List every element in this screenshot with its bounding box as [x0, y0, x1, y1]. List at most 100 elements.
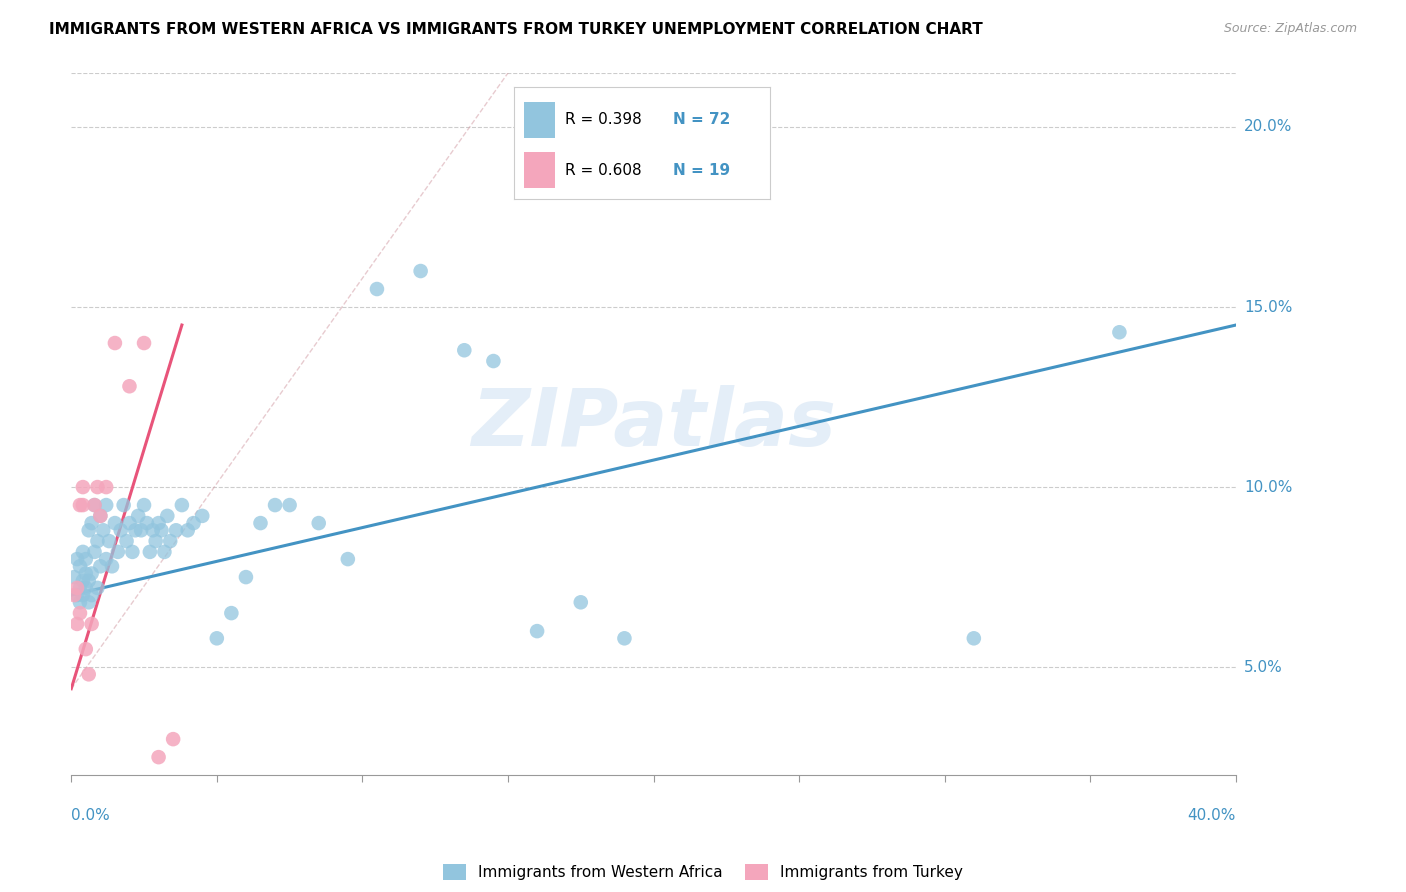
Point — [101, 559, 124, 574]
Text: Source: ZipAtlas.com: Source: ZipAtlas.com — [1223, 22, 1357, 36]
Point — [75, 642, 97, 657]
Point — [129, 523, 152, 537]
Point — [77, 595, 100, 609]
Point — [453, 343, 475, 358]
Point — [672, 174, 695, 188]
Point — [308, 516, 330, 530]
Point — [235, 570, 257, 584]
Point — [86, 581, 108, 595]
Point — [66, 581, 89, 595]
Point — [72, 545, 94, 559]
Point — [104, 516, 127, 530]
Point — [66, 552, 89, 566]
Point — [118, 379, 141, 393]
Point — [264, 498, 287, 512]
Point — [75, 581, 97, 595]
Text: 5.0%: 5.0% — [1244, 659, 1282, 674]
Point — [121, 545, 143, 559]
Point — [336, 552, 359, 566]
Point — [83, 498, 105, 512]
Point — [278, 498, 301, 512]
Point — [98, 534, 121, 549]
Point — [69, 498, 91, 512]
Point — [69, 606, 91, 620]
Point — [132, 498, 155, 512]
Point — [83, 545, 105, 559]
Point — [80, 516, 103, 530]
Point — [963, 632, 986, 646]
Point — [72, 574, 94, 588]
Point — [150, 523, 173, 537]
Point — [69, 595, 91, 609]
Text: ZIPatlas: ZIPatlas — [471, 385, 837, 463]
Point — [118, 516, 141, 530]
Point — [110, 523, 132, 537]
Point — [80, 566, 103, 581]
Point — [1108, 325, 1130, 339]
Point — [569, 595, 592, 609]
Point — [96, 498, 118, 512]
Point — [107, 545, 129, 559]
Point — [80, 616, 103, 631]
Point — [124, 523, 146, 537]
Point — [63, 588, 86, 602]
Point — [66, 588, 89, 602]
Point — [63, 570, 86, 584]
Point — [127, 508, 149, 523]
Point — [115, 534, 138, 549]
Point — [191, 508, 214, 523]
Point — [96, 552, 118, 566]
Point — [72, 498, 94, 512]
Point — [221, 606, 243, 620]
Text: 40.0%: 40.0% — [1188, 808, 1236, 823]
Point — [72, 588, 94, 602]
Legend: Immigrants from Western Africa, Immigrants from Turkey: Immigrants from Western Africa, Immigran… — [443, 864, 963, 880]
Point — [139, 545, 162, 559]
Point — [69, 581, 91, 595]
Point — [148, 750, 170, 764]
Point — [69, 559, 91, 574]
Point — [77, 667, 100, 681]
Point — [170, 498, 193, 512]
Point — [482, 354, 505, 368]
Point — [86, 534, 108, 549]
Point — [75, 566, 97, 581]
Point — [156, 508, 179, 523]
Point — [77, 574, 100, 588]
Point — [142, 523, 165, 537]
Point — [249, 516, 271, 530]
Text: 10.0%: 10.0% — [1244, 480, 1292, 494]
Point — [89, 508, 111, 523]
Point — [159, 534, 181, 549]
Point — [183, 516, 205, 530]
Point — [132, 336, 155, 351]
Point — [148, 516, 170, 530]
Point — [104, 336, 127, 351]
Point — [72, 480, 94, 494]
Point — [89, 559, 111, 574]
Point — [165, 523, 187, 537]
Point — [96, 480, 118, 494]
Point — [86, 480, 108, 494]
Point — [153, 545, 176, 559]
Point — [83, 498, 105, 512]
Point — [112, 498, 135, 512]
Point — [526, 624, 548, 639]
Point — [145, 534, 167, 549]
Point — [91, 523, 114, 537]
Point — [77, 523, 100, 537]
Text: IMMIGRANTS FROM WESTERN AFRICA VS IMMIGRANTS FROM TURKEY UNEMPLOYMENT CORRELATIO: IMMIGRANTS FROM WESTERN AFRICA VS IMMIGR… — [49, 22, 983, 37]
Point — [80, 588, 103, 602]
Point — [162, 732, 184, 747]
Text: 0.0%: 0.0% — [72, 808, 110, 823]
Point — [409, 264, 432, 278]
Text: 15.0%: 15.0% — [1244, 300, 1292, 315]
Point — [136, 516, 159, 530]
Point — [66, 616, 89, 631]
Point — [366, 282, 388, 296]
Point — [205, 632, 228, 646]
Point — [177, 523, 200, 537]
Point — [89, 508, 111, 523]
Point — [613, 632, 636, 646]
Point — [75, 552, 97, 566]
